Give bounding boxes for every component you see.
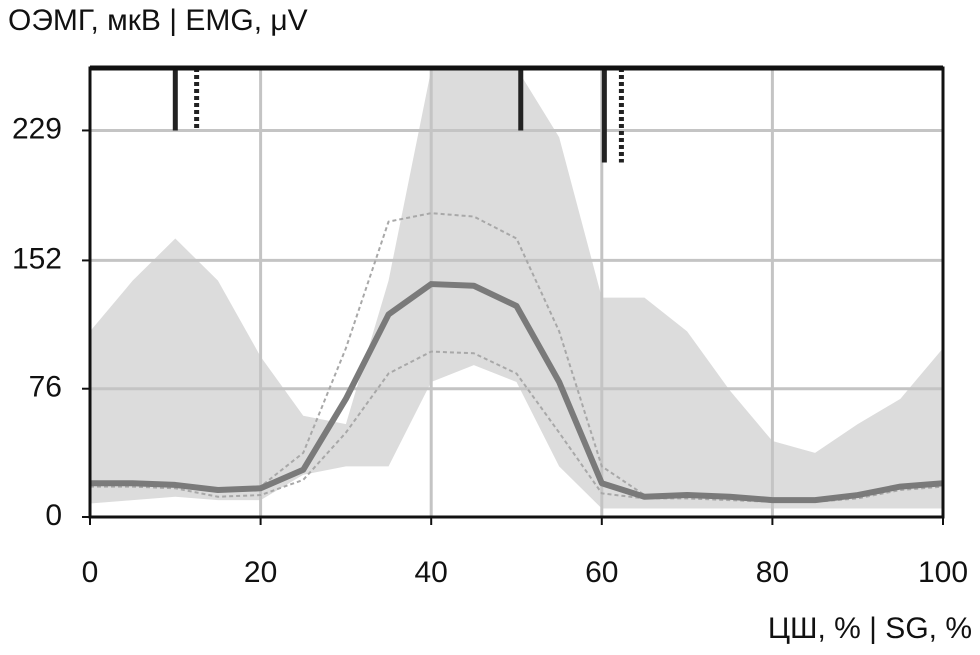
- x-tick-label: 100: [918, 556, 968, 589]
- x-tick-label: 40: [415, 556, 448, 589]
- emg-line: [90, 350, 944, 503]
- emg-line: [90, 281, 944, 504]
- normative-band: [90, 68, 943, 509]
- y-tick-label: 76: [29, 371, 62, 404]
- y-tick-label: 0: [45, 499, 62, 532]
- x-tick-label: 0: [82, 556, 99, 589]
- y-axis-title: ОЭМГ, мкВ | EMG, μV: [8, 4, 308, 37]
- x-tick-label: 60: [585, 556, 618, 589]
- y-tick-label: 152: [12, 242, 62, 275]
- x-tick-label: 20: [244, 556, 277, 589]
- x-axis-title: ЦШ, % | SG, %: [768, 612, 972, 645]
- x-tick-label: 80: [756, 556, 789, 589]
- y-tick-label: 229: [12, 112, 62, 145]
